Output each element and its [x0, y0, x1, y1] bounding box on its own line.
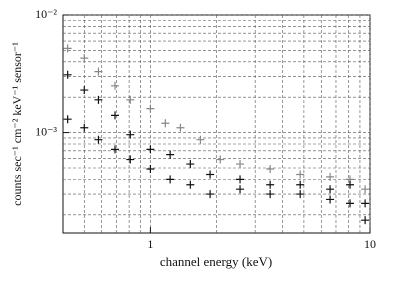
data-point: [296, 180, 305, 189]
data-point: [126, 155, 135, 164]
data-point: [63, 44, 72, 53]
data-point: [63, 115, 72, 124]
data-point: [80, 54, 89, 63]
x-tick-label: 10: [364, 237, 376, 251]
data-point: [361, 185, 370, 194]
x-axis-label: channel energy (keV): [160, 254, 272, 269]
y-tick-label: 10⁻³: [35, 124, 57, 138]
data-point: [111, 81, 120, 90]
data-point: [111, 111, 120, 120]
data-point: [126, 95, 135, 104]
data-point: [80, 86, 89, 95]
data-point: [296, 190, 305, 199]
y-tick-label: 10⁻²: [35, 7, 57, 21]
data-point: [94, 135, 103, 144]
data-point: [361, 199, 370, 208]
data-point: [111, 145, 120, 154]
data-point: [216, 155, 225, 164]
data-point: [326, 195, 335, 204]
data-point: [326, 185, 335, 194]
data-point: [146, 104, 155, 113]
data-point: [63, 70, 72, 79]
data-point: [361, 216, 370, 225]
data-point: [146, 165, 155, 174]
data-point: [346, 199, 355, 208]
data-point: [196, 135, 205, 144]
data-point: [206, 170, 215, 179]
data-point: [161, 119, 170, 128]
data-point: [94, 95, 103, 104]
y-axis-label: counts sec⁻¹ cm⁻² keV⁻¹ sensor⁻¹: [10, 42, 24, 206]
data-point: [236, 175, 245, 184]
data-point: [236, 160, 245, 169]
data-point: [236, 185, 245, 194]
data-point: [326, 172, 335, 181]
data-point: [126, 130, 135, 139]
data-point: [186, 180, 195, 189]
data-point: [296, 170, 305, 179]
data-point: [146, 145, 155, 154]
data-point: [206, 190, 215, 199]
x-tick-label: 1: [147, 237, 153, 251]
data-point: [166, 175, 175, 184]
data-point: [346, 180, 355, 189]
data-point: [80, 123, 89, 132]
data-point: [94, 67, 103, 76]
data-point: [186, 160, 195, 169]
data-point: [166, 150, 175, 159]
data-point: [266, 165, 275, 174]
data-point: [176, 123, 185, 132]
data-point: [266, 180, 275, 189]
data-point: [266, 190, 275, 199]
